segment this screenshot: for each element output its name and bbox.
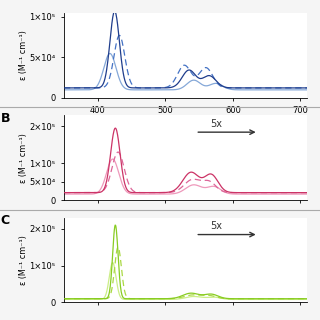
Text: 5x: 5x [210, 119, 222, 129]
Text: B: B [1, 112, 10, 125]
Y-axis label: ε (M⁻¹ cm⁻¹): ε (M⁻¹ cm⁻¹) [19, 235, 28, 285]
Y-axis label: ε (M⁻¹ cm⁻¹): ε (M⁻¹ cm⁻¹) [19, 30, 28, 80]
Text: 5x: 5x [210, 221, 222, 231]
Y-axis label: ε (M⁻¹ cm⁻¹): ε (M⁻¹ cm⁻¹) [19, 133, 28, 182]
X-axis label: Wavelength (nm): Wavelength (nm) [147, 116, 225, 125]
Text: C: C [1, 214, 10, 227]
